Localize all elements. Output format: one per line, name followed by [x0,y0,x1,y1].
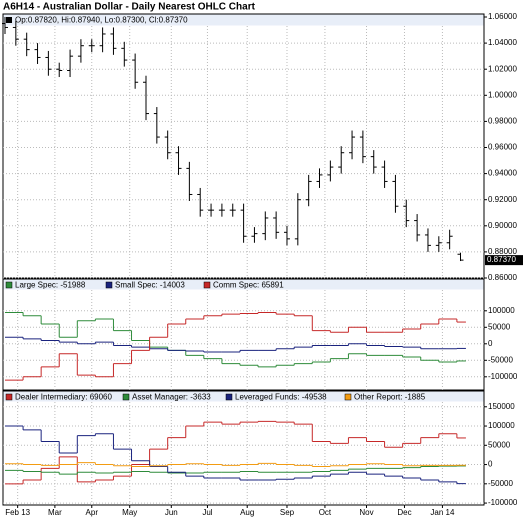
y-tick-label: 0.96000 [488,143,517,152]
y-tick-label: 0 [488,460,493,469]
legend-text: Leveraged Funds: -49538 [235,393,327,402]
legend-swatch [203,281,211,289]
y-tick-label: 50000 [488,440,511,449]
legend-text: Asset Manager: -3633 [132,393,211,402]
y-tick-label: 0.88000 [488,247,517,256]
legend-strip [3,14,484,26]
legend-strip [3,391,484,402]
y-tick-label: 0 [488,339,493,348]
y-tick-label: 0.90000 [488,221,517,230]
legend-swatch [5,281,13,289]
legend-text: Other Report: -1885 [354,393,426,402]
y-tick-label: -100000 [488,372,518,381]
legend-strip [3,279,484,290]
x-tick-label: Apr [86,508,99,517]
last-price-box [485,255,523,266]
y-tick-label: 1.06000 [488,12,517,21]
legend-text: Op:0.87820, Hi:0.87940, Lo:0.87300, Cl:0… [15,16,188,25]
y-tick-label: 1.02000 [488,64,517,73]
y-tick-label: -50000 [488,479,513,488]
legend-text: Comm Spec: 65891 [213,281,284,290]
chart-title: A6H14 - Australian Dollar - Daily Neares… [3,2,256,13]
panel-frame [2,390,485,506]
legend-swatch [6,17,12,23]
legend-swatch [344,393,352,401]
y-tick-label: 150000 [488,402,515,411]
x-tick-label: Jul [202,508,212,517]
legend-text: Small Spec: -14003 [115,281,185,290]
y-tick-label: 0.92000 [488,195,517,204]
legend-swatch [225,393,233,401]
x-tick-label: Mar [48,508,62,517]
y-tick-label: 0.98000 [488,117,517,126]
panel-frame [2,278,485,391]
x-tick-label: Sep [280,508,295,517]
y-tick-label: 1.04000 [488,38,517,47]
x-tick-label: Jan 14 [430,508,455,517]
y-tick-label: 0.94000 [488,169,517,178]
x-tick-label: Dec [397,508,411,517]
x-tick-label: Feb 13 [5,508,30,517]
last-price-label: 0.87370 [487,255,516,264]
y-tick-label: 100000 [488,421,515,430]
legend-text: Large Spec: -51988 [15,281,86,290]
y-tick-label: 50000 [488,322,511,331]
y-tick-label: 100000 [488,306,515,315]
legend-text: Dealer Intermediary: 69060 [15,393,112,402]
x-tick-label: Nov [359,508,373,517]
y-tick-label: 1.00000 [488,90,517,99]
y-tick-label: 0.86000 [488,273,517,282]
x-tick-label: Jun [165,508,178,517]
y-tick-label: -50000 [488,355,513,364]
x-tick-label: May [122,508,137,517]
x-tick-label: Oct [319,508,332,517]
x-tick-label: Aug [240,508,254,517]
legend-swatch [5,393,13,401]
legend-swatch [122,393,130,401]
y-tick-label: -100000 [488,498,518,507]
legend-swatch [105,281,113,289]
